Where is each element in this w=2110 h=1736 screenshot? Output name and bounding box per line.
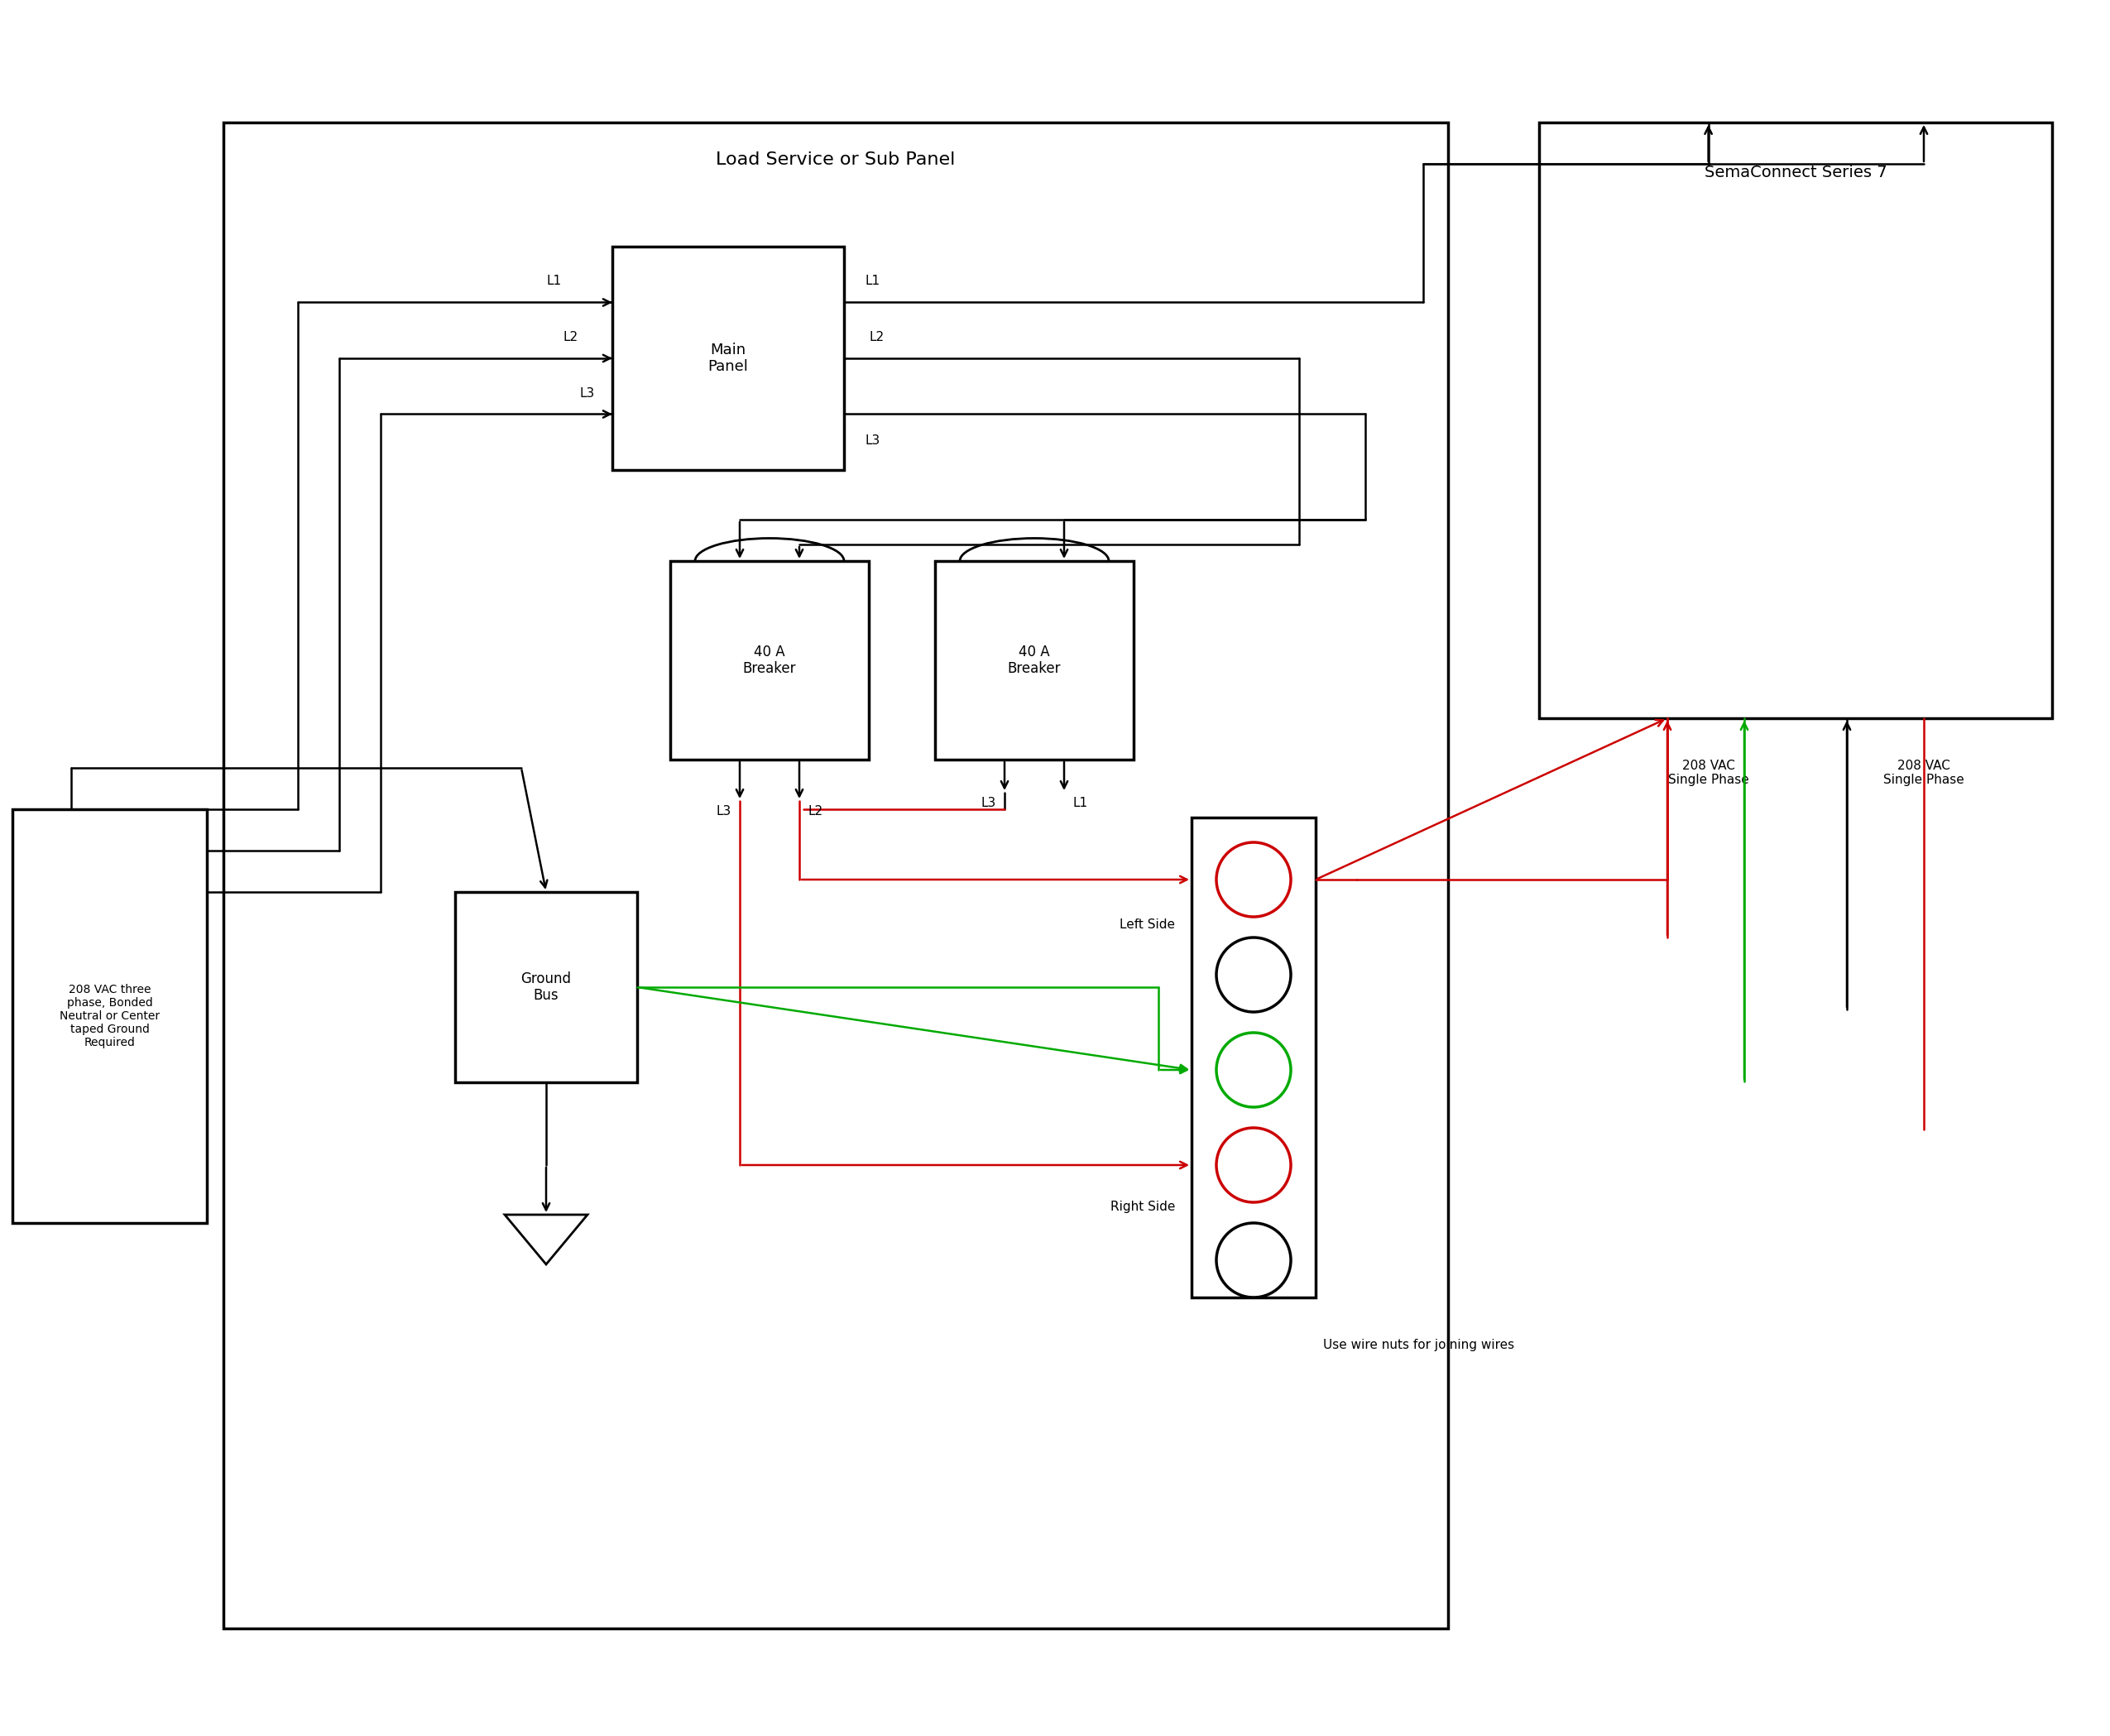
Text: Load Service or Sub Panel: Load Service or Sub Panel: [715, 151, 956, 168]
Bar: [456, 892, 637, 1082]
Bar: [13, 809, 207, 1222]
Text: L3: L3: [717, 806, 732, 818]
Text: L2: L2: [808, 806, 823, 818]
Text: Use wire nuts for joining wires: Use wire nuts for joining wires: [1323, 1338, 1515, 1351]
Text: L2: L2: [563, 332, 578, 344]
Text: L1: L1: [546, 274, 561, 288]
Bar: [1192, 818, 1317, 1297]
Text: L3: L3: [981, 797, 996, 809]
Text: L1: L1: [1072, 797, 1087, 809]
Text: 40 A
Breaker: 40 A Breaker: [743, 644, 795, 677]
Text: Main
Panel: Main Panel: [709, 342, 749, 375]
Text: Right Side: Right Side: [1110, 1200, 1175, 1213]
Text: 40 A
Breaker: 40 A Breaker: [1009, 644, 1061, 677]
Bar: [224, 123, 1447, 1628]
Text: SemaConnect Series 7: SemaConnect Series 7: [1705, 165, 1886, 181]
Text: Ground
Bus: Ground Bus: [521, 970, 572, 1003]
Text: Left Side: Left Side: [1120, 918, 1175, 930]
Bar: [671, 561, 869, 760]
Text: L1: L1: [865, 274, 880, 288]
Bar: [612, 247, 844, 470]
Text: 208 VAC three
phase, Bonded
Neutral or Center
taped Ground
Required: 208 VAC three phase, Bonded Neutral or C…: [59, 984, 160, 1049]
Text: 208 VAC
Single Phase: 208 VAC Single Phase: [1884, 760, 1964, 786]
Text: L3: L3: [580, 387, 595, 399]
Text: 208 VAC
Single Phase: 208 VAC Single Phase: [1667, 760, 1749, 786]
Bar: [1538, 123, 2053, 719]
Bar: [935, 561, 1133, 760]
Text: L2: L2: [869, 332, 884, 344]
Text: L3: L3: [865, 434, 880, 448]
